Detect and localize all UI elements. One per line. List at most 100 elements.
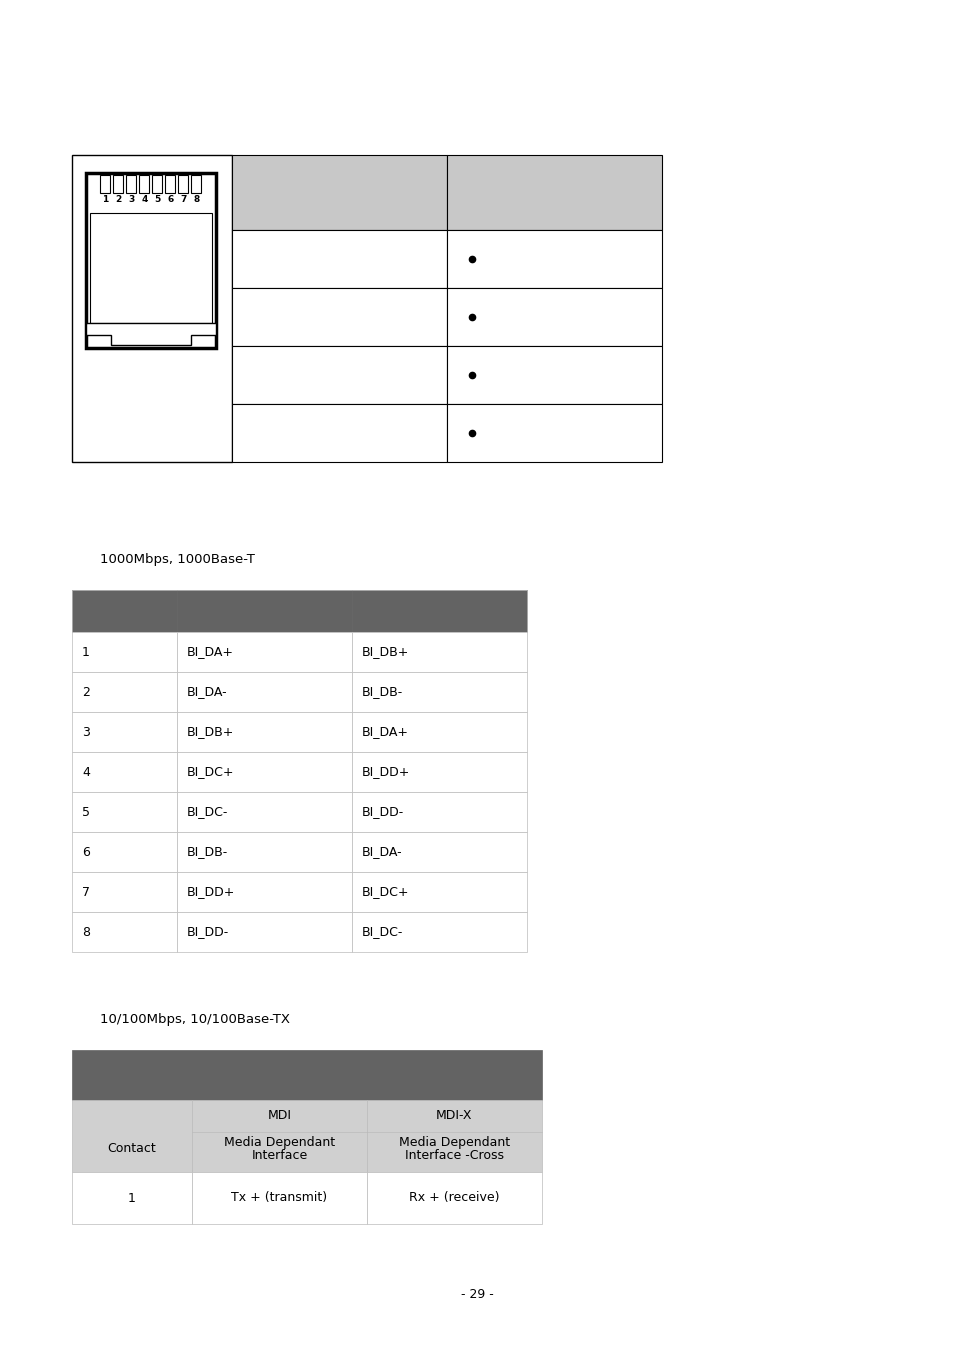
Bar [71, 1172, 192, 1224]
Text: Media Dependant: Media Dependant [398, 1135, 510, 1149]
Bar [352, 752, 526, 792]
Bar [71, 155, 232, 462]
Text: 10/100Mbps, 10/100Base-TX: 10/100Mbps, 10/100Base-TX [100, 1014, 290, 1026]
Bar [71, 913, 177, 952]
Text: 2: 2 [82, 686, 90, 698]
Bar [90, 213, 212, 323]
Bar [71, 832, 177, 872]
Text: BI_DC+: BI_DC+ [187, 765, 234, 779]
Bar [177, 711, 352, 752]
Text: BI_DA+: BI_DA+ [187, 645, 233, 659]
Text: MDI-X: MDI-X [436, 1110, 473, 1122]
Bar [177, 872, 352, 913]
Text: 1: 1 [128, 1192, 135, 1204]
Bar [177, 632, 352, 672]
Bar [352, 590, 526, 632]
Bar [232, 155, 447, 230]
Bar [367, 1100, 541, 1172]
Text: BI_DB-: BI_DB- [361, 686, 403, 698]
Bar [447, 155, 661, 230]
Bar [177, 752, 352, 792]
Text: Contact: Contact [108, 1142, 156, 1156]
Bar [165, 176, 175, 193]
Text: Media Dependant: Media Dependant [224, 1135, 335, 1149]
Text: BI_DA-: BI_DA- [361, 845, 402, 859]
Bar [352, 913, 526, 952]
Bar [192, 1172, 367, 1224]
Text: BI_DD+: BI_DD+ [361, 765, 410, 779]
Text: 5: 5 [154, 194, 160, 204]
Bar [177, 792, 352, 832]
Bar [71, 792, 177, 832]
Bar [71, 1050, 541, 1100]
Text: 6: 6 [82, 845, 90, 859]
Text: 7: 7 [180, 194, 187, 204]
Bar [232, 288, 447, 346]
Bar [178, 176, 189, 193]
Bar [71, 1100, 192, 1172]
Bar [447, 404, 661, 462]
Text: BI_DD-: BI_DD- [187, 926, 229, 938]
Bar [367, 1172, 541, 1224]
Bar [192, 1100, 367, 1172]
Text: 2: 2 [115, 194, 121, 204]
Bar [71, 752, 177, 792]
Text: BI_DC-: BI_DC- [361, 926, 403, 938]
Bar [71, 590, 526, 632]
Bar [352, 832, 526, 872]
Bar [352, 872, 526, 913]
Bar [232, 404, 447, 462]
Text: 7: 7 [82, 886, 90, 899]
Text: BI_DB+: BI_DB+ [361, 645, 409, 659]
Text: - 29 -: - 29 - [460, 1288, 493, 1301]
Text: BI_DD-: BI_DD- [361, 806, 404, 818]
Text: BI_DB-: BI_DB- [187, 845, 228, 859]
Text: 6: 6 [167, 194, 173, 204]
Text: BI_DC-: BI_DC- [187, 806, 228, 818]
PathPatch shape [86, 323, 215, 346]
Bar [71, 632, 177, 672]
Bar [71, 672, 177, 711]
Text: Interface -Cross: Interface -Cross [405, 1149, 503, 1162]
Bar [447, 230, 661, 288]
Bar [177, 832, 352, 872]
Bar [71, 872, 177, 913]
Bar [177, 672, 352, 711]
Text: 1000Mbps, 1000Base-T: 1000Mbps, 1000Base-T [100, 554, 254, 567]
Text: BI_DC+: BI_DC+ [361, 886, 409, 899]
Bar [447, 346, 661, 404]
Text: 1: 1 [82, 645, 90, 659]
Text: Interface: Interface [251, 1149, 307, 1162]
Text: 8: 8 [82, 926, 90, 938]
Bar [232, 346, 447, 404]
Bar [113, 176, 123, 193]
Text: Tx + (transmit): Tx + (transmit) [232, 1192, 327, 1204]
Text: 8: 8 [193, 194, 199, 204]
Bar [352, 792, 526, 832]
Text: 4: 4 [82, 765, 90, 779]
Bar [71, 711, 177, 752]
Bar [139, 176, 150, 193]
Bar [447, 288, 661, 346]
Bar [177, 590, 352, 632]
Text: BI_DB+: BI_DB+ [187, 725, 234, 738]
Text: 4: 4 [141, 194, 148, 204]
Bar [352, 632, 526, 672]
Bar [71, 590, 177, 632]
Bar [127, 176, 136, 193]
Bar [100, 176, 111, 193]
Text: 1: 1 [102, 194, 109, 204]
Bar [232, 230, 447, 288]
Text: BI_DA-: BI_DA- [187, 686, 228, 698]
Text: BI_DA+: BI_DA+ [361, 725, 409, 738]
Text: MDI: MDI [267, 1110, 292, 1122]
Text: Rx + (receive): Rx + (receive) [409, 1192, 499, 1204]
Bar [86, 173, 215, 348]
Bar [352, 711, 526, 752]
Text: 3: 3 [82, 725, 90, 738]
Text: BI_DD+: BI_DD+ [187, 886, 235, 899]
Bar [192, 176, 201, 193]
Text: 3: 3 [129, 194, 134, 204]
Text: 5: 5 [82, 806, 90, 818]
Bar [177, 913, 352, 952]
